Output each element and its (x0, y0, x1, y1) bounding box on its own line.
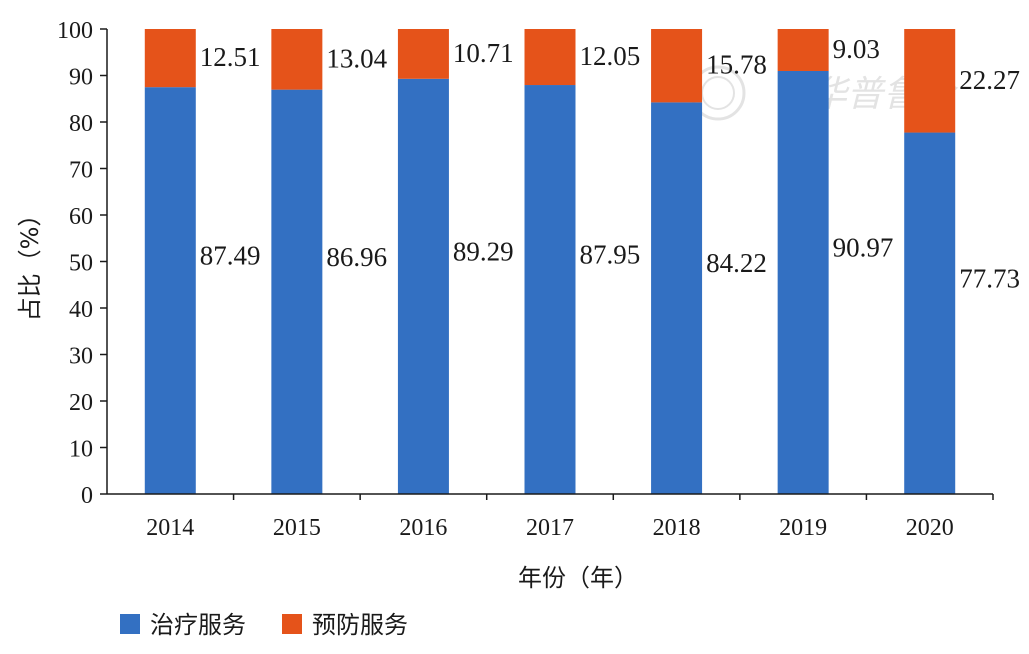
data-label-treatment-2017: 87.95 (580, 240, 641, 270)
y-tick-label: 0 (81, 483, 93, 509)
watermark-seal-inner-icon (701, 76, 735, 110)
y-tick-label: 20 (69, 390, 93, 416)
y-tick-label: 80 (69, 111, 93, 137)
y-tick-label: 10 (69, 437, 93, 463)
x-tick-label: 2019 (779, 515, 827, 541)
data-label-treatment-2018: 84.22 (706, 248, 767, 278)
data-label-prevention-2016: 10.71 (453, 38, 514, 68)
data-labels-group: 87.49 12.51 86.96 13.04 89.29 10.71 87.95 12.05… (200, 34, 1020, 293)
x-tick-label: 2014 (146, 515, 194, 541)
y-axis-title: 占比（%） (16, 203, 44, 322)
bar-treatment-2016 (397, 78, 449, 494)
legend-swatch-prevention (282, 614, 302, 634)
data-label-prevention-2015: 13.04 (326, 43, 387, 73)
data-label-treatment-2015: 86.96 (326, 242, 387, 272)
bar-treatment-2017 (524, 85, 576, 494)
y-tick-labels: 0 10 20 30 40 50 60 70 80 90 100 (57, 18, 107, 509)
data-label-prevention-2020: 22.27 (959, 65, 1020, 95)
bar-treatment-2014 (144, 87, 196, 494)
bar-prevention-2017 (524, 29, 576, 86)
x-tick-labels: 2014 2015 2016 2017 2018 2019 2020 (146, 494, 994, 541)
bar-prevention-2016 (397, 29, 449, 79)
data-label-prevention-2019: 9.03 (833, 34, 880, 64)
bars-group (144, 29, 956, 495)
bar-prevention-2015 (271, 29, 323, 90)
data-label-prevention-2018: 15.78 (706, 50, 767, 80)
x-tick-label: 2015 (273, 515, 321, 541)
bar-prevention-2019 (777, 29, 829, 71)
x-tick-label: 2016 (399, 515, 447, 541)
x-axis-title: 年份（年） (518, 564, 638, 592)
bar-treatment-2020 (904, 132, 956, 495)
bar-prevention-2020 (904, 29, 956, 133)
y-tick-label: 60 (69, 204, 93, 230)
y-tick-label: 90 (69, 65, 93, 91)
data-label-prevention-2017: 12.05 (580, 41, 641, 71)
y-tick-label: 70 (69, 158, 93, 184)
x-tick-label: 2020 (906, 515, 954, 541)
data-label-treatment-2019: 90.97 (833, 232, 894, 262)
legend-swatch-treatment (120, 614, 140, 634)
data-label-prevention-2014: 12.51 (200, 42, 261, 72)
y-tick-label: 30 (69, 344, 93, 370)
legend-label-prevention: 预防服务 (312, 611, 408, 639)
x-tick-label: 2017 (526, 515, 574, 541)
data-label-treatment-2014: 87.49 (200, 241, 261, 271)
bar-prevention-2014 (144, 29, 196, 88)
y-tick-label: 100 (57, 18, 93, 44)
data-label-treatment-2020: 77.73 (959, 263, 1020, 293)
x-tick-label: 2018 (653, 515, 701, 541)
legend: 治疗服务 预防服务 (120, 611, 408, 639)
data-label-treatment-2016: 89.29 (453, 236, 514, 266)
y-tick-label: 40 (69, 297, 93, 323)
legend-label-treatment: 治疗服务 (150, 611, 246, 639)
bar-prevention-2018 (651, 29, 703, 103)
bar-treatment-2019 (777, 70, 829, 494)
bar-treatment-2018 (651, 102, 703, 494)
y-tick-label: 50 (69, 251, 93, 277)
bar-treatment-2015 (271, 89, 323, 495)
